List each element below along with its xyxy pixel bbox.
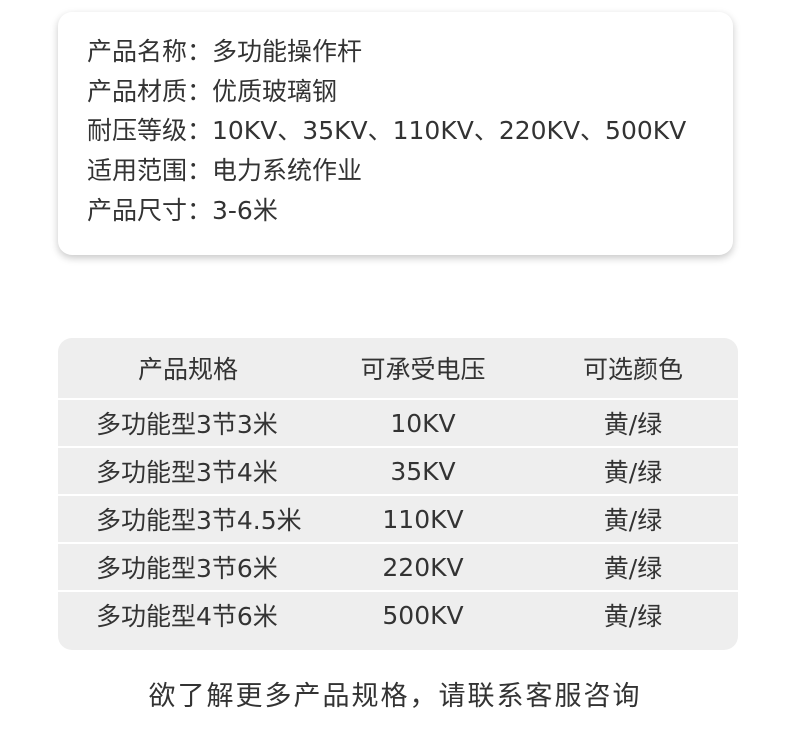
- table-row: 多功能型3节4.5米 110KV 黄/绿: [58, 494, 738, 542]
- spec-table: 产品规格 可承受电压 可选颜色 多功能型3节3米 10KV 黄/绿 多功能型3节…: [58, 338, 738, 650]
- cell-voltage: 35KV: [390, 456, 456, 486]
- header-spec: 产品规格: [137, 355, 238, 384]
- cell-spec: 多功能型3节6米: [96, 554, 278, 583]
- contact-note: 欲了解更多产品规格，请联系客服咨询: [148, 681, 642, 712]
- product-info-card: 产品名称：多功能操作杆 产品材质：优质玻璃钢 耐压等级：10KV、35KV、11…: [58, 12, 733, 255]
- info-name: 产品名称：多功能操作杆: [87, 37, 363, 66]
- info-voltage: 耐压等级：10KV、35KV、110KV、220KV、500KV: [87, 116, 687, 145]
- cell-voltage: 10KV: [390, 408, 456, 438]
- cell-spec: 多功能型3节4.5米: [96, 506, 302, 535]
- cell-color: 黄/绿: [603, 458, 663, 487]
- info-usage: 适用范围：电力系统作业: [87, 156, 363, 185]
- table-header: 产品规格 可承受电压 可选颜色: [58, 338, 738, 398]
- cell-voltage: 500KV: [382, 600, 464, 630]
- cell-color: 黄/绿: [603, 506, 663, 535]
- table-row: 多功能型3节4米 35KV 黄/绿: [58, 446, 738, 494]
- cell-voltage: 220KV: [382, 552, 464, 582]
- table-row: 多功能型4节6米 500KV 黄/绿: [58, 590, 738, 638]
- table-row: 多功能型3节3米 10KV 黄/绿: [58, 398, 738, 446]
- cell-color: 黄/绿: [603, 554, 663, 583]
- header-voltage: 可承受电压: [360, 355, 486, 384]
- cell-voltage: 110KV: [382, 504, 464, 534]
- cell-spec: 多功能型3节3米: [96, 410, 278, 439]
- cell-spec: 多功能型4节6米: [96, 602, 278, 631]
- header-color: 可选颜色: [582, 355, 683, 384]
- info-material: 产品材质：优质玻璃钢: [87, 77, 338, 106]
- cell-spec: 多功能型3节4米: [96, 458, 278, 487]
- cell-color: 黄/绿: [603, 602, 663, 631]
- table-row: 多功能型3节6米 220KV 黄/绿: [58, 542, 738, 590]
- info-size: 产品尺寸：3-6米: [87, 196, 278, 225]
- cell-color: 黄/绿: [603, 410, 663, 439]
